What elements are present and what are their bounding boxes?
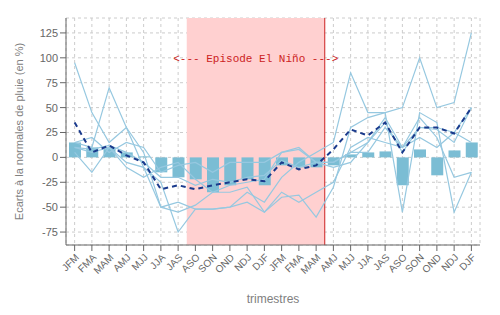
- svg-text:OND: OND: [212, 251, 237, 276]
- svg-text:JAS: JAS: [370, 251, 392, 273]
- svg-text:trimestres: trimestres: [247, 292, 300, 306]
- svg-text:Ecarts à la normales de pluie: Ecarts à la normales de pluie (en %): [13, 43, 25, 220]
- svg-text:SON: SON: [403, 251, 427, 275]
- svg-text:MAM: MAM: [298, 251, 323, 276]
- svg-text:JAS: JAS: [163, 251, 185, 273]
- svg-text:-25: -25: [42, 176, 58, 188]
- svg-text:MJJ: MJJ: [129, 252, 150, 273]
- svg-text:FMA: FMA: [282, 251, 306, 275]
- svg-text:AMJ: AMJ: [318, 252, 340, 274]
- svg-text:MAM: MAM: [91, 251, 116, 276]
- svg-text:JJA: JJA: [148, 251, 168, 271]
- svg-text:FMA: FMA: [75, 251, 99, 275]
- svg-text:-75: -75: [42, 226, 58, 238]
- svg-text:-50: -50: [42, 201, 58, 213]
- svg-text:75: 75: [46, 77, 58, 89]
- svg-text:ASO: ASO: [179, 251, 202, 275]
- svg-text:NDJ: NDJ: [439, 252, 461, 274]
- svg-text:DJF: DJF: [457, 252, 478, 273]
- svg-text:JJA: JJA: [355, 251, 375, 271]
- svg-text:0: 0: [52, 151, 58, 163]
- svg-text:SON: SON: [196, 251, 220, 275]
- svg-text:MJJ: MJJ: [336, 252, 357, 273]
- svg-text:25: 25: [46, 126, 58, 138]
- svg-text:AMJ: AMJ: [111, 252, 133, 274]
- svg-text:125: 125: [40, 27, 58, 39]
- svg-text:50: 50: [46, 102, 58, 114]
- svg-text:100: 100: [40, 52, 58, 64]
- svg-text:OND: OND: [419, 251, 444, 276]
- svg-text:JFM: JFM: [266, 251, 289, 274]
- svg-text:NDJ: NDJ: [232, 252, 254, 274]
- svg-text:DJF: DJF: [250, 252, 271, 273]
- svg-text:ASO: ASO: [386, 251, 409, 275]
- svg-text:<--- Episode El Niño --->: <--- Episode El Niño --->: [173, 53, 338, 65]
- svg-text:JFM: JFM: [59, 251, 82, 274]
